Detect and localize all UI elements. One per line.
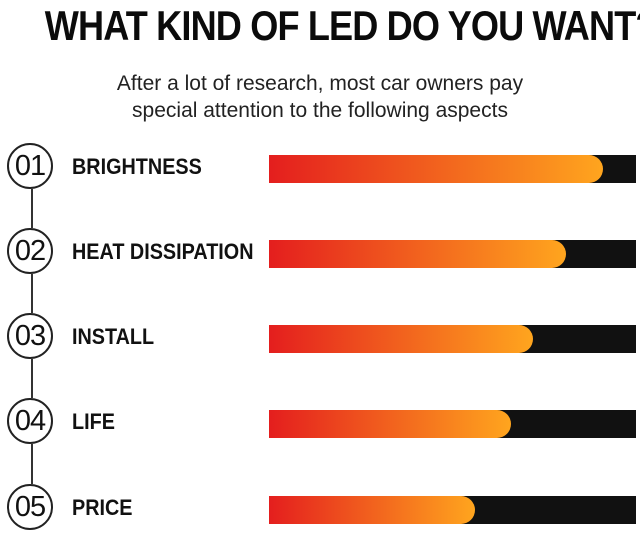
- row-number-badge: 04: [7, 398, 53, 444]
- category-label: LIFE: [72, 409, 115, 434]
- row-number-badge: 01: [7, 143, 53, 189]
- bar-track: [269, 240, 636, 268]
- bar: [269, 155, 603, 183]
- bar-track: [269, 410, 636, 438]
- chart-row: 04 LIFE: [0, 396, 640, 450]
- bar-track: [269, 325, 636, 353]
- chart-row: 03 INSTALL: [0, 311, 640, 365]
- chart-row: 02 HEAT DISSIPATION: [0, 226, 640, 280]
- category-label: PRICE: [72, 495, 133, 520]
- row-number-badge: 02: [7, 228, 53, 274]
- timeline-connector: [31, 444, 33, 484]
- timeline-connector: [31, 189, 33, 228]
- chart-row: 05 PRICE: [0, 482, 640, 536]
- bar: [269, 496, 475, 524]
- bar-track: [269, 496, 636, 524]
- subtitle: After a lot of research, most car owners…: [60, 70, 580, 124]
- subtitle-line-1: After a lot of research, most car owners…: [116, 72, 524, 95]
- bar: [269, 240, 566, 268]
- row-number-badge: 03: [7, 313, 53, 359]
- bar-track: [269, 155, 636, 183]
- category-label: INSTALL: [72, 324, 155, 349]
- bar: [269, 325, 533, 353]
- category-label: BRIGHTNESS: [72, 154, 202, 179]
- category-label: HEAT DISSIPATION: [72, 239, 254, 264]
- page-title: WHAT KIND OF LED DO YOU WANT?: [44, 2, 640, 49]
- bar: [269, 410, 511, 438]
- row-number-badge: 05: [7, 484, 53, 530]
- timeline-connector: [31, 359, 33, 398]
- chart-row: 01 BRIGHTNESS: [0, 141, 640, 195]
- timeline-connector: [31, 274, 33, 313]
- subtitle-line-2: special attention to the following aspec…: [132, 99, 508, 122]
